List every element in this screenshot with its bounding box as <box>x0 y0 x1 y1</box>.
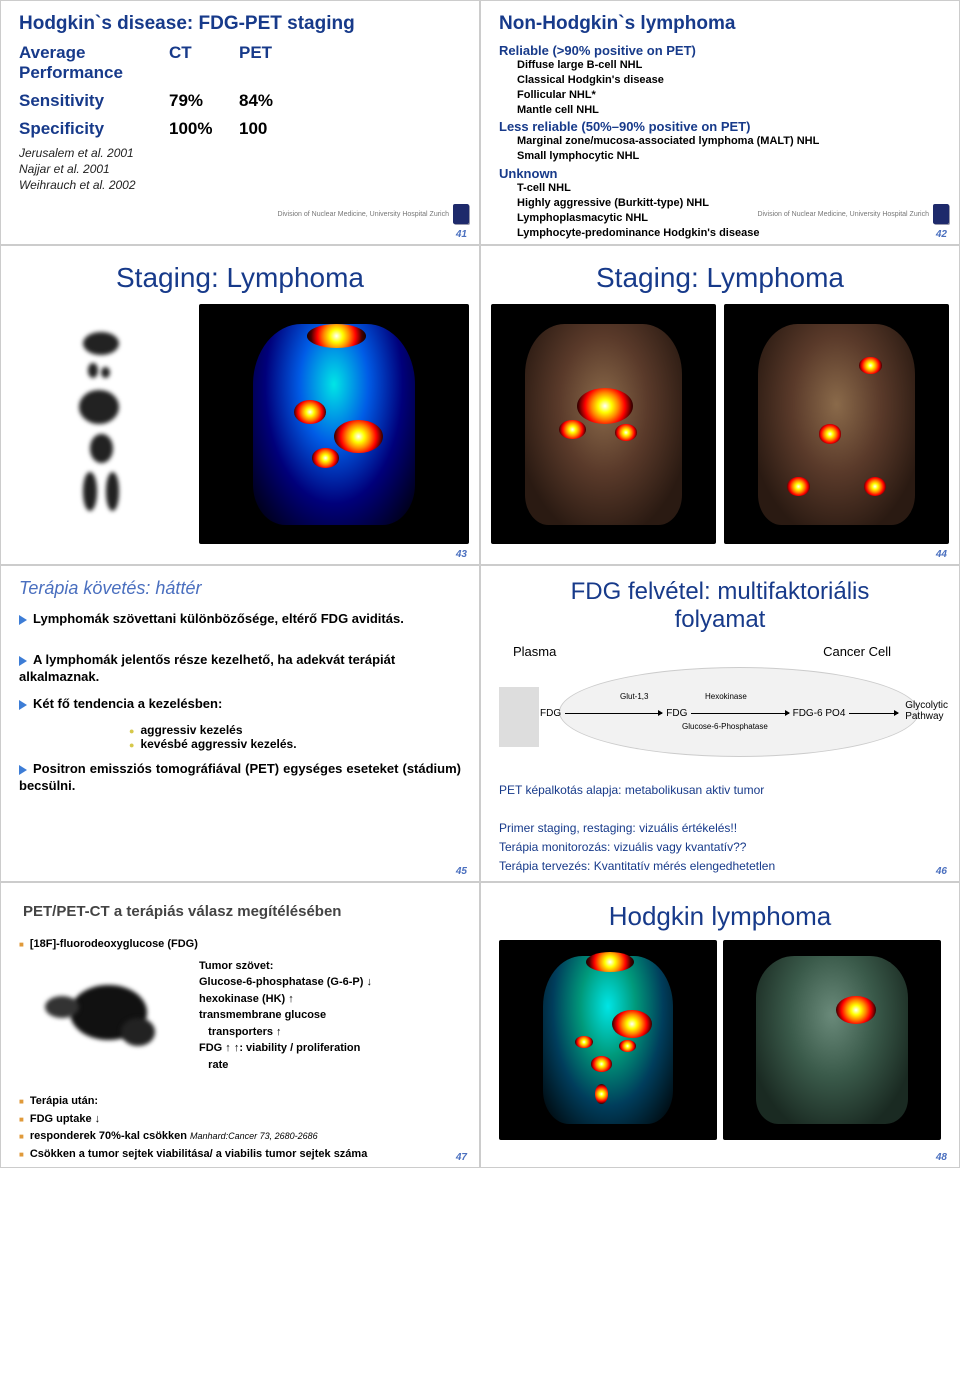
category: Unknown <box>499 166 941 181</box>
logo-badge <box>453 204 469 224</box>
footer: Division of Nuclear Medicine, University… <box>757 204 949 224</box>
text-block: PET képalkotás alapja: metabolikusan akt… <box>499 781 941 877</box>
list-item: T-cell NHL <box>517 181 941 196</box>
slide-title: Staging: Lymphoma <box>491 262 949 294</box>
bottom-bullets: Terápia után: FDG uptake ↓ responderek 7… <box>19 1093 461 1163</box>
slide-title: FDG felvétel: multifaktoriális folyamat <box>499 578 941 633</box>
slide-title: Terápia követés: háttér <box>19 578 461 599</box>
slide-title: Hodgkin`s disease: FDG-PET staging <box>19 13 461 35</box>
slide-43: Staging: Lymphoma <box>0 245 480 565</box>
pet-blob-image <box>19 958 189 1068</box>
bullet: Positron emissziós tomográfiával (PET) e… <box>19 761 461 795</box>
content-row: Tumor szövet: Glucose-6-phosphatase (G-6… <box>19 958 461 1074</box>
logo-badge <box>933 204 949 224</box>
references: Jerusalem et al. 2001 Najjar et al. 2001… <box>19 145 461 194</box>
slide-47: PET/PET-CT a terápiás válasz megítéléséb… <box>0 882 480 1169</box>
page-number: 43 <box>456 549 467 560</box>
list-item: Follicular NHL* <box>517 88 941 103</box>
footer: Division of Nuclear Medicine, University… <box>277 204 469 224</box>
slide-46: FDG felvétel: multifaktoriális folyamat … <box>480 565 960 881</box>
sub-bullet: kevésbé aggressiv kezelés. <box>129 737 461 751</box>
category: Less reliable (50%–90% positive on PET) <box>499 119 941 134</box>
bullet: [18F]-fluorodeoxyglucose (FDG) <box>19 938 461 950</box>
ct-scan <box>723 940 941 1140</box>
list-item: Diffuse large B-cell NHL <box>517 58 941 73</box>
category: Reliable (>90% positive on PET) <box>499 43 941 58</box>
slide-title: Staging: Lymphoma <box>11 262 469 294</box>
list-item: Classical Hodgkin's disease <box>517 73 941 88</box>
diagram-labels: Plasma Cancer Cell <box>499 644 941 659</box>
petct-scan-1 <box>491 304 716 544</box>
page-number: 47 <box>456 1152 467 1163</box>
slide-45: Terápia követés: háttér Lymphomák szövet… <box>0 565 480 881</box>
page-number: 45 <box>456 866 467 877</box>
scan-images <box>499 940 941 1140</box>
list-item: Lymphocyte-predominance Hodgkin's diseas… <box>517 226 941 241</box>
fdg-diagram: Glut-1,3 Hexokinase Glucose-6-Phosphatas… <box>499 667 941 757</box>
tumor-text: Tumor szövet: Glucose-6-phosphatase (G-6… <box>199 958 372 1074</box>
page-number: 42 <box>936 229 947 240</box>
bullet: Lymphomák szövettani különbözősége, elté… <box>19 611 461 628</box>
list-item: Small lymphocytic NHL <box>517 149 941 164</box>
bullet: Két fő tendencia a kezelésben: <box>19 696 461 713</box>
pet-mip-scan <box>11 304 191 544</box>
perf-header: Average Performance CT PET <box>19 43 461 83</box>
slide-41: Hodgkin`s disease: FDG-PET staging Avera… <box>0 0 480 245</box>
page-number: 48 <box>936 1152 947 1163</box>
scan-images <box>11 304 469 544</box>
pet-scan <box>499 940 717 1140</box>
bullet: A lymphomák jelentős része kezelhető, ha… <box>19 652 461 686</box>
list-item: Mantle cell NHL <box>517 103 941 118</box>
slide-44: Staging: Lymphoma 44 <box>480 245 960 565</box>
scan-images <box>491 304 949 544</box>
slide-42: Non-Hodgkin`s lymphoma Reliable (>90% po… <box>480 0 960 245</box>
page-number: 41 <box>456 229 467 240</box>
slide-48: Hodgkin lymphoma 48 <box>480 882 960 1169</box>
page-number: 46 <box>936 866 947 877</box>
slide-grid: Hodgkin`s disease: FDG-PET staging Avera… <box>0 0 960 1168</box>
perf-row-spec: Specificity 100% 100 <box>19 119 461 139</box>
slide-title: PET/PET-CT a terápiás válasz megítéléséb… <box>23 903 461 920</box>
sub-bullet: aggressiv kezelés <box>129 723 461 737</box>
perf-row-sens: Sensitivity 79% 84% <box>19 91 461 111</box>
list-item: Marginal zone/mucosa-associated lymphoma… <box>517 134 941 149</box>
slide-title: Non-Hodgkin`s lymphoma <box>499 13 941 35</box>
petct-scan-2 <box>724 304 949 544</box>
page-number: 44 <box>936 549 947 560</box>
pet-color-scan <box>199 304 469 544</box>
slide-title: Hodgkin lymphoma <box>499 901 941 932</box>
